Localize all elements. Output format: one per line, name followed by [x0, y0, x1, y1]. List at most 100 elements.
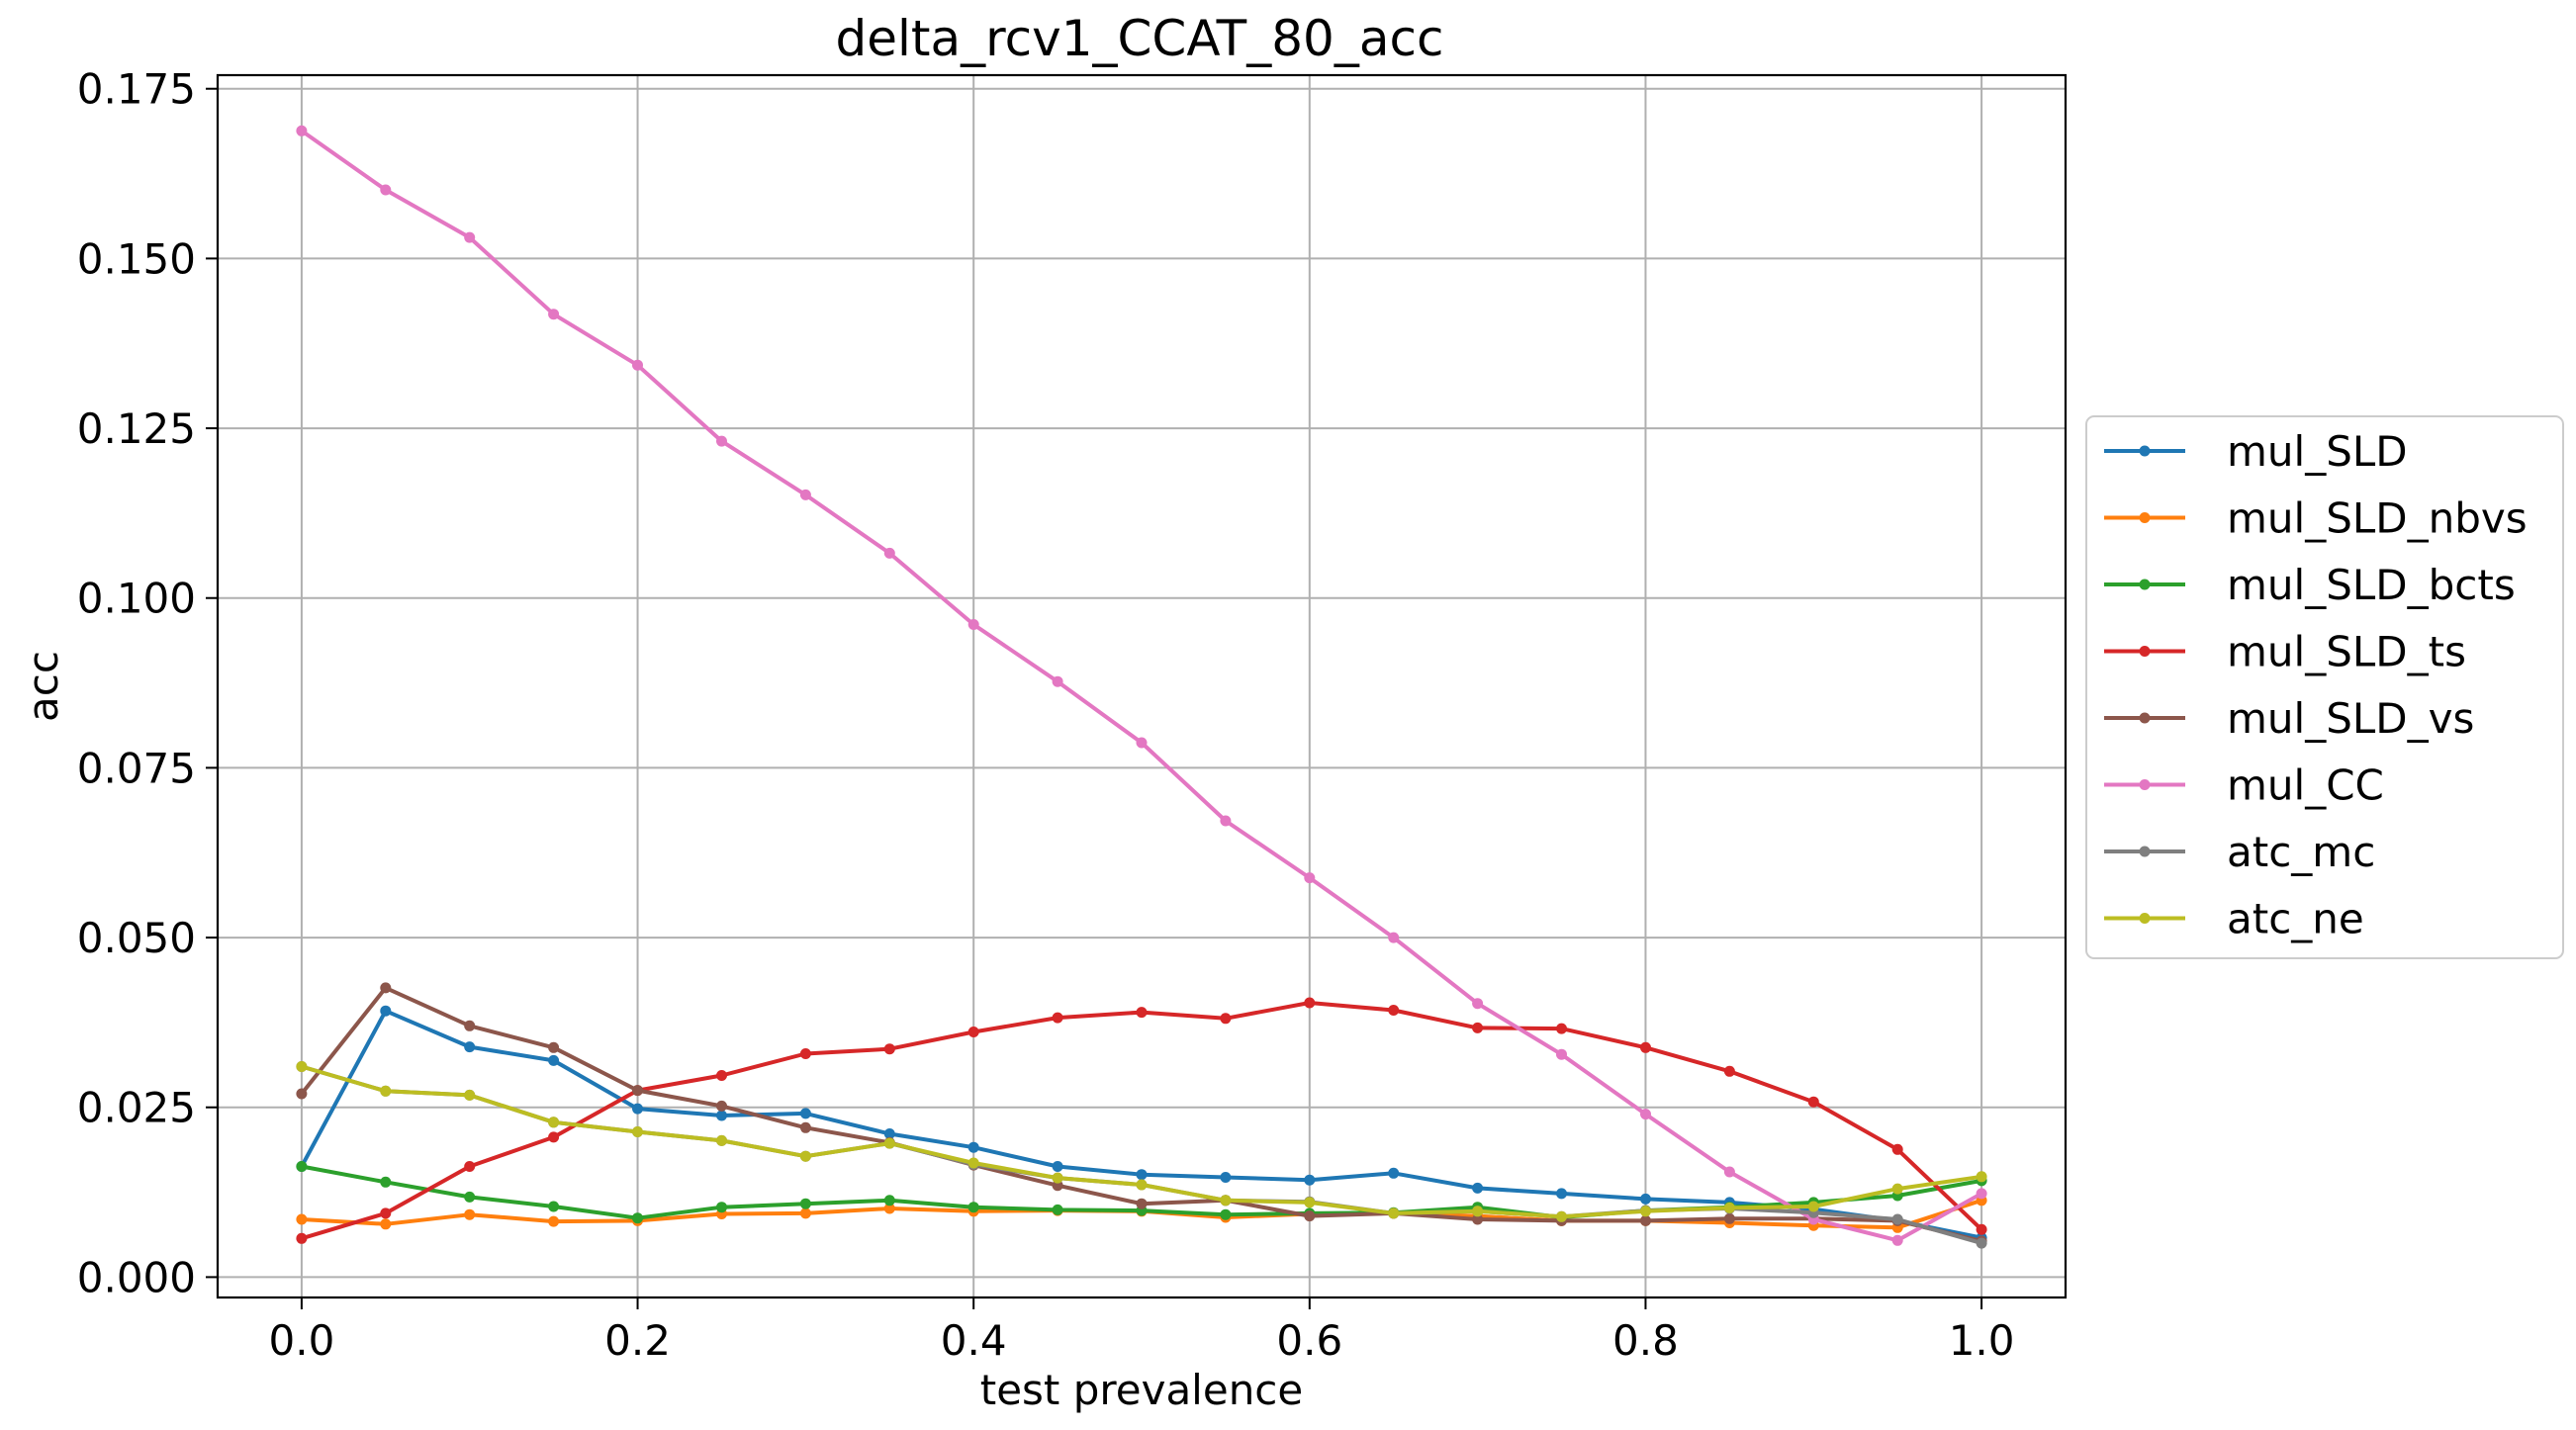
data-point: [632, 1126, 643, 1137]
data-point: [1976, 1188, 1987, 1200]
data-point: [464, 1191, 476, 1203]
legend-swatch-marker: [2139, 512, 2151, 523]
legend-box: [2085, 415, 2564, 959]
data-point: [1388, 1005, 1400, 1016]
grid: [218, 75, 2066, 1297]
legend-swatch-marker: [2139, 445, 2151, 457]
data-point: [464, 231, 476, 243]
legend-swatch-marker: [2139, 579, 2151, 590]
data-point: [548, 1041, 560, 1053]
data-point: [632, 1103, 643, 1115]
data-point: [1472, 1182, 1484, 1194]
data-point: [1640, 1214, 1651, 1226]
data-point: [799, 1198, 811, 1209]
x-tick-label: 0.4: [941, 1316, 1007, 1365]
plot-frame: [216, 73, 2068, 1299]
data-point: [1976, 1223, 1987, 1235]
data-point: [548, 309, 560, 320]
data-point: [716, 435, 727, 447]
data-point: [548, 1054, 560, 1066]
data-point: [1388, 1207, 1400, 1219]
legend-swatch-marker: [2139, 779, 2151, 790]
data-point: [799, 1108, 811, 1119]
data-point: [632, 1212, 643, 1224]
data-point: [1220, 1172, 1232, 1183]
data-point: [1220, 1208, 1232, 1220]
data-point: [799, 1150, 811, 1162]
data-point: [799, 1121, 811, 1133]
data-point: [380, 1085, 392, 1097]
data-point: [548, 1201, 560, 1212]
data-point: [1556, 1188, 1567, 1200]
data-point: [1472, 1206, 1484, 1217]
data-point: [883, 1128, 895, 1139]
data-point: [1891, 1183, 1903, 1195]
legend-label: mul_SLD_vs: [2227, 694, 2474, 743]
y-tick-label: 0.100: [77, 575, 196, 623]
data-point: [883, 1195, 895, 1207]
data-point: [883, 1203, 895, 1214]
data-point: [799, 489, 811, 500]
data-point: [380, 1218, 392, 1230]
legend-label: mul_SLD: [2227, 427, 2408, 476]
data-point: [1136, 1198, 1148, 1209]
data-point: [1136, 1007, 1148, 1019]
data-point: [1976, 1171, 1987, 1183]
data-point: [548, 1131, 560, 1143]
x-tick-label: 0.2: [604, 1316, 671, 1365]
data-point: [799, 1048, 811, 1059]
data-point: [1807, 1096, 1819, 1108]
data-point: [548, 1117, 560, 1128]
legend-item: mul_SLD: [2104, 427, 2408, 476]
data-point: [464, 1208, 476, 1220]
data-point: [1052, 1172, 1063, 1184]
data-point: [1052, 1204, 1063, 1215]
series-atc-ne: [296, 1061, 1987, 1222]
data-point: [967, 1141, 979, 1153]
data-point: [799, 1207, 811, 1219]
data-point: [1723, 1166, 1735, 1178]
legend-item: mul_SLD_nbvs: [2104, 494, 2528, 543]
data-point: [1723, 1202, 1735, 1213]
data-point: [1556, 1023, 1567, 1034]
data-point: [716, 1070, 727, 1081]
legend-item: atc_mc: [2104, 828, 2375, 876]
legend-item: mul_SLD_vs: [2104, 694, 2474, 743]
data-point: [380, 1005, 392, 1017]
data-point: [1304, 997, 1316, 1009]
y-tick-label: 0.175: [77, 65, 196, 114]
plot-series: [296, 125, 1987, 1249]
data-point: [1640, 1193, 1651, 1205]
legend-item: mul_SLD_ts: [2104, 628, 2466, 676]
data-point: [1220, 815, 1232, 827]
data-point: [1891, 1213, 1903, 1225]
data-point: [296, 1232, 308, 1244]
y-tick-label: 0.025: [77, 1084, 196, 1132]
legend: mul_SLD mul_SLD_nbvs mul_SLD_bcts mul_SLD_t…: [2085, 415, 2564, 959]
x-axis-label: test prevalence: [980, 1366, 1304, 1414]
y-tick-label: 0.000: [77, 1253, 196, 1301]
data-point: [1304, 1197, 1316, 1208]
legend-label: mul_SLD_ts: [2227, 628, 2466, 676]
data-point: [1556, 1210, 1567, 1222]
legend-swatch-marker: [2139, 712, 2151, 724]
data-point: [1891, 1234, 1903, 1246]
data-point: [296, 1061, 308, 1072]
data-point: [1640, 1206, 1651, 1217]
data-point: [1304, 1210, 1316, 1222]
legend-item: mul_CC: [2104, 761, 2384, 810]
legend-swatch-marker: [2139, 913, 2151, 924]
series-mul-cc: [296, 125, 1987, 1246]
data-point: [380, 1176, 392, 1188]
data-point: [967, 1202, 979, 1213]
data-point: [464, 1161, 476, 1172]
data-point: [1723, 1212, 1735, 1224]
legend-item: mul_SLD_bcts: [2104, 561, 2516, 609]
data-point: [380, 184, 392, 196]
data-point: [1220, 1195, 1232, 1207]
data-point: [1052, 675, 1063, 687]
data-point: [1976, 1237, 1987, 1249]
x-tick-label: 1.0: [1949, 1316, 2015, 1365]
data-point: [883, 547, 895, 559]
data-point: [1723, 1065, 1735, 1077]
